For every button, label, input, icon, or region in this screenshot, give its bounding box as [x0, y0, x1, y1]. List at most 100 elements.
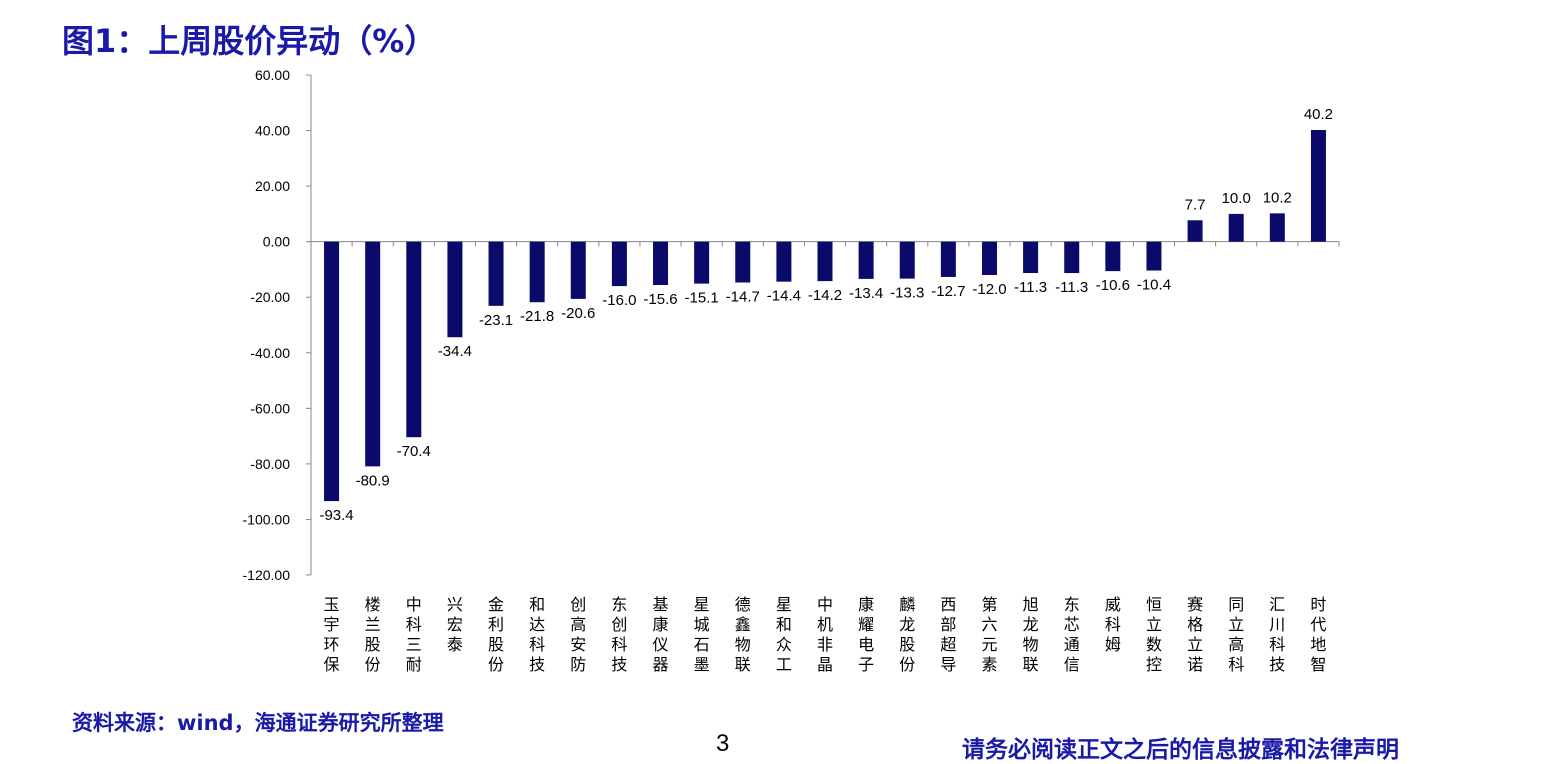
- category-label-char: 墨: [694, 655, 710, 674]
- bar: [694, 241, 710, 284]
- category-label-char: 中: [817, 595, 833, 614]
- data-label: -93.4: [319, 507, 353, 524]
- data-label: -70.4: [397, 443, 431, 460]
- data-label: -13.4: [849, 285, 883, 302]
- category-label-char: 技: [611, 655, 627, 674]
- bar: [776, 241, 792, 282]
- y-tick-label: -80.00: [250, 456, 290, 472]
- category-label-char: 耀: [858, 615, 874, 634]
- data-label: -14.4: [767, 288, 801, 305]
- data-label: -10.4: [1137, 277, 1171, 294]
- category-label-char: 股: [899, 635, 915, 654]
- y-tick-label: -40.00: [250, 345, 290, 361]
- bar: [365, 241, 381, 467]
- bar: [1269, 213, 1285, 242]
- bar: [735, 241, 751, 283]
- category-label-char: 金: [488, 595, 504, 614]
- category-label-char: 泰: [447, 635, 463, 654]
- bar: [1187, 220, 1203, 242]
- bar: [1228, 213, 1244, 242]
- category-label-char: 姆: [1105, 635, 1121, 654]
- category-label-char: 部: [940, 615, 956, 634]
- category-label-char: 技: [1269, 655, 1285, 674]
- category-label-char: 超: [940, 635, 956, 654]
- data-label: -16.0: [602, 292, 636, 309]
- category-label-char: 创: [611, 615, 627, 634]
- category-label-char: 兴: [447, 595, 463, 614]
- category-label-char: 工: [776, 655, 792, 674]
- category-label-char: 地: [1310, 635, 1326, 654]
- category-label-char: 赛: [1187, 595, 1203, 614]
- category-label-char: 芯: [1064, 615, 1080, 634]
- category-label-char: 防: [570, 655, 586, 674]
- category-label-char: 康: [858, 595, 874, 614]
- category-label-char: 股: [365, 635, 381, 654]
- category-label-char: 楼: [365, 595, 381, 614]
- category-label-char: 高: [570, 615, 586, 634]
- data-label: -34.4: [438, 343, 472, 360]
- category-label-char: 器: [653, 655, 669, 674]
- category-label-char: 导: [940, 655, 956, 674]
- data-label: 40.2: [1304, 106, 1333, 123]
- category-label-char: 立: [1228, 615, 1244, 634]
- category-label-char: 城: [694, 615, 710, 634]
- category-label-char: 联: [735, 655, 751, 674]
- category-label-char: 智: [1310, 655, 1326, 674]
- bar: [653, 241, 669, 285]
- category-label-char: 宏: [447, 615, 463, 634]
- bar: [1310, 130, 1326, 242]
- category-label-char: 六: [981, 615, 997, 634]
- category-label-char: 威: [1105, 595, 1121, 614]
- data-label: -11.3: [1014, 279, 1047, 296]
- data-label: -11.3: [1055, 279, 1088, 296]
- category-label-char: 玉: [324, 595, 340, 614]
- category-label-char: 龙: [1023, 615, 1039, 634]
- category-label-char: 晶: [817, 655, 833, 674]
- bar: [324, 241, 340, 502]
- category-label-char: 通: [1064, 635, 1080, 654]
- bar: [899, 241, 915, 279]
- y-tick-label: -120.00: [243, 567, 291, 583]
- data-label: -12.7: [931, 283, 965, 300]
- category-label-char: 立: [1146, 615, 1162, 634]
- disclaimer-link[interactable]: 请务必阅读正文之后的信息披露和法律声明: [962, 736, 1399, 763]
- category-label-char: 和: [776, 615, 792, 634]
- category-label-char: 环: [324, 635, 340, 654]
- category-label-char: 耐: [406, 655, 422, 674]
- category-label-char: 达: [529, 615, 545, 634]
- category-label-char: 众: [776, 635, 792, 654]
- bar: [940, 241, 956, 277]
- bar: [981, 241, 997, 275]
- category-label-char: 技: [529, 655, 545, 674]
- category-label-char: 恒: [1146, 595, 1162, 614]
- category-label-char: 联: [1023, 655, 1039, 674]
- bar: [817, 241, 833, 282]
- category-label-char: 格: [1187, 615, 1203, 634]
- bar: [1064, 241, 1080, 274]
- category-label-char: 科: [529, 635, 545, 654]
- category-label-char: 控: [1146, 655, 1162, 674]
- data-label: 10.2: [1263, 189, 1292, 206]
- category-label-char: 东: [1064, 595, 1080, 614]
- category-label-char: 股: [488, 635, 504, 654]
- category-label-char: 鑫: [735, 615, 751, 634]
- category-label-char: 电: [858, 635, 874, 654]
- category-label-char: 科: [1105, 615, 1121, 634]
- bar: [447, 241, 463, 338]
- category-label-char: 数: [1146, 635, 1162, 654]
- y-tick-label: 20.00: [255, 178, 290, 194]
- category-label-char: 星: [694, 595, 710, 614]
- category-label-char: 龙: [899, 615, 915, 634]
- category-label-char: 物: [1023, 635, 1039, 654]
- category-label-char: 诺: [1187, 655, 1203, 674]
- category-label-char: 科: [406, 615, 422, 634]
- category-label-char: 石: [694, 635, 710, 654]
- data-label: -20.6: [561, 305, 595, 322]
- category-label-char: 物: [735, 635, 751, 654]
- category-label-char: 元: [981, 635, 997, 654]
- category-label-char: 信: [1064, 655, 1080, 674]
- data-label: -14.2: [808, 287, 842, 304]
- category-label-char: 安: [570, 635, 586, 654]
- category-label-char: 代: [1310, 615, 1326, 634]
- category-label-char: 兰: [365, 615, 381, 634]
